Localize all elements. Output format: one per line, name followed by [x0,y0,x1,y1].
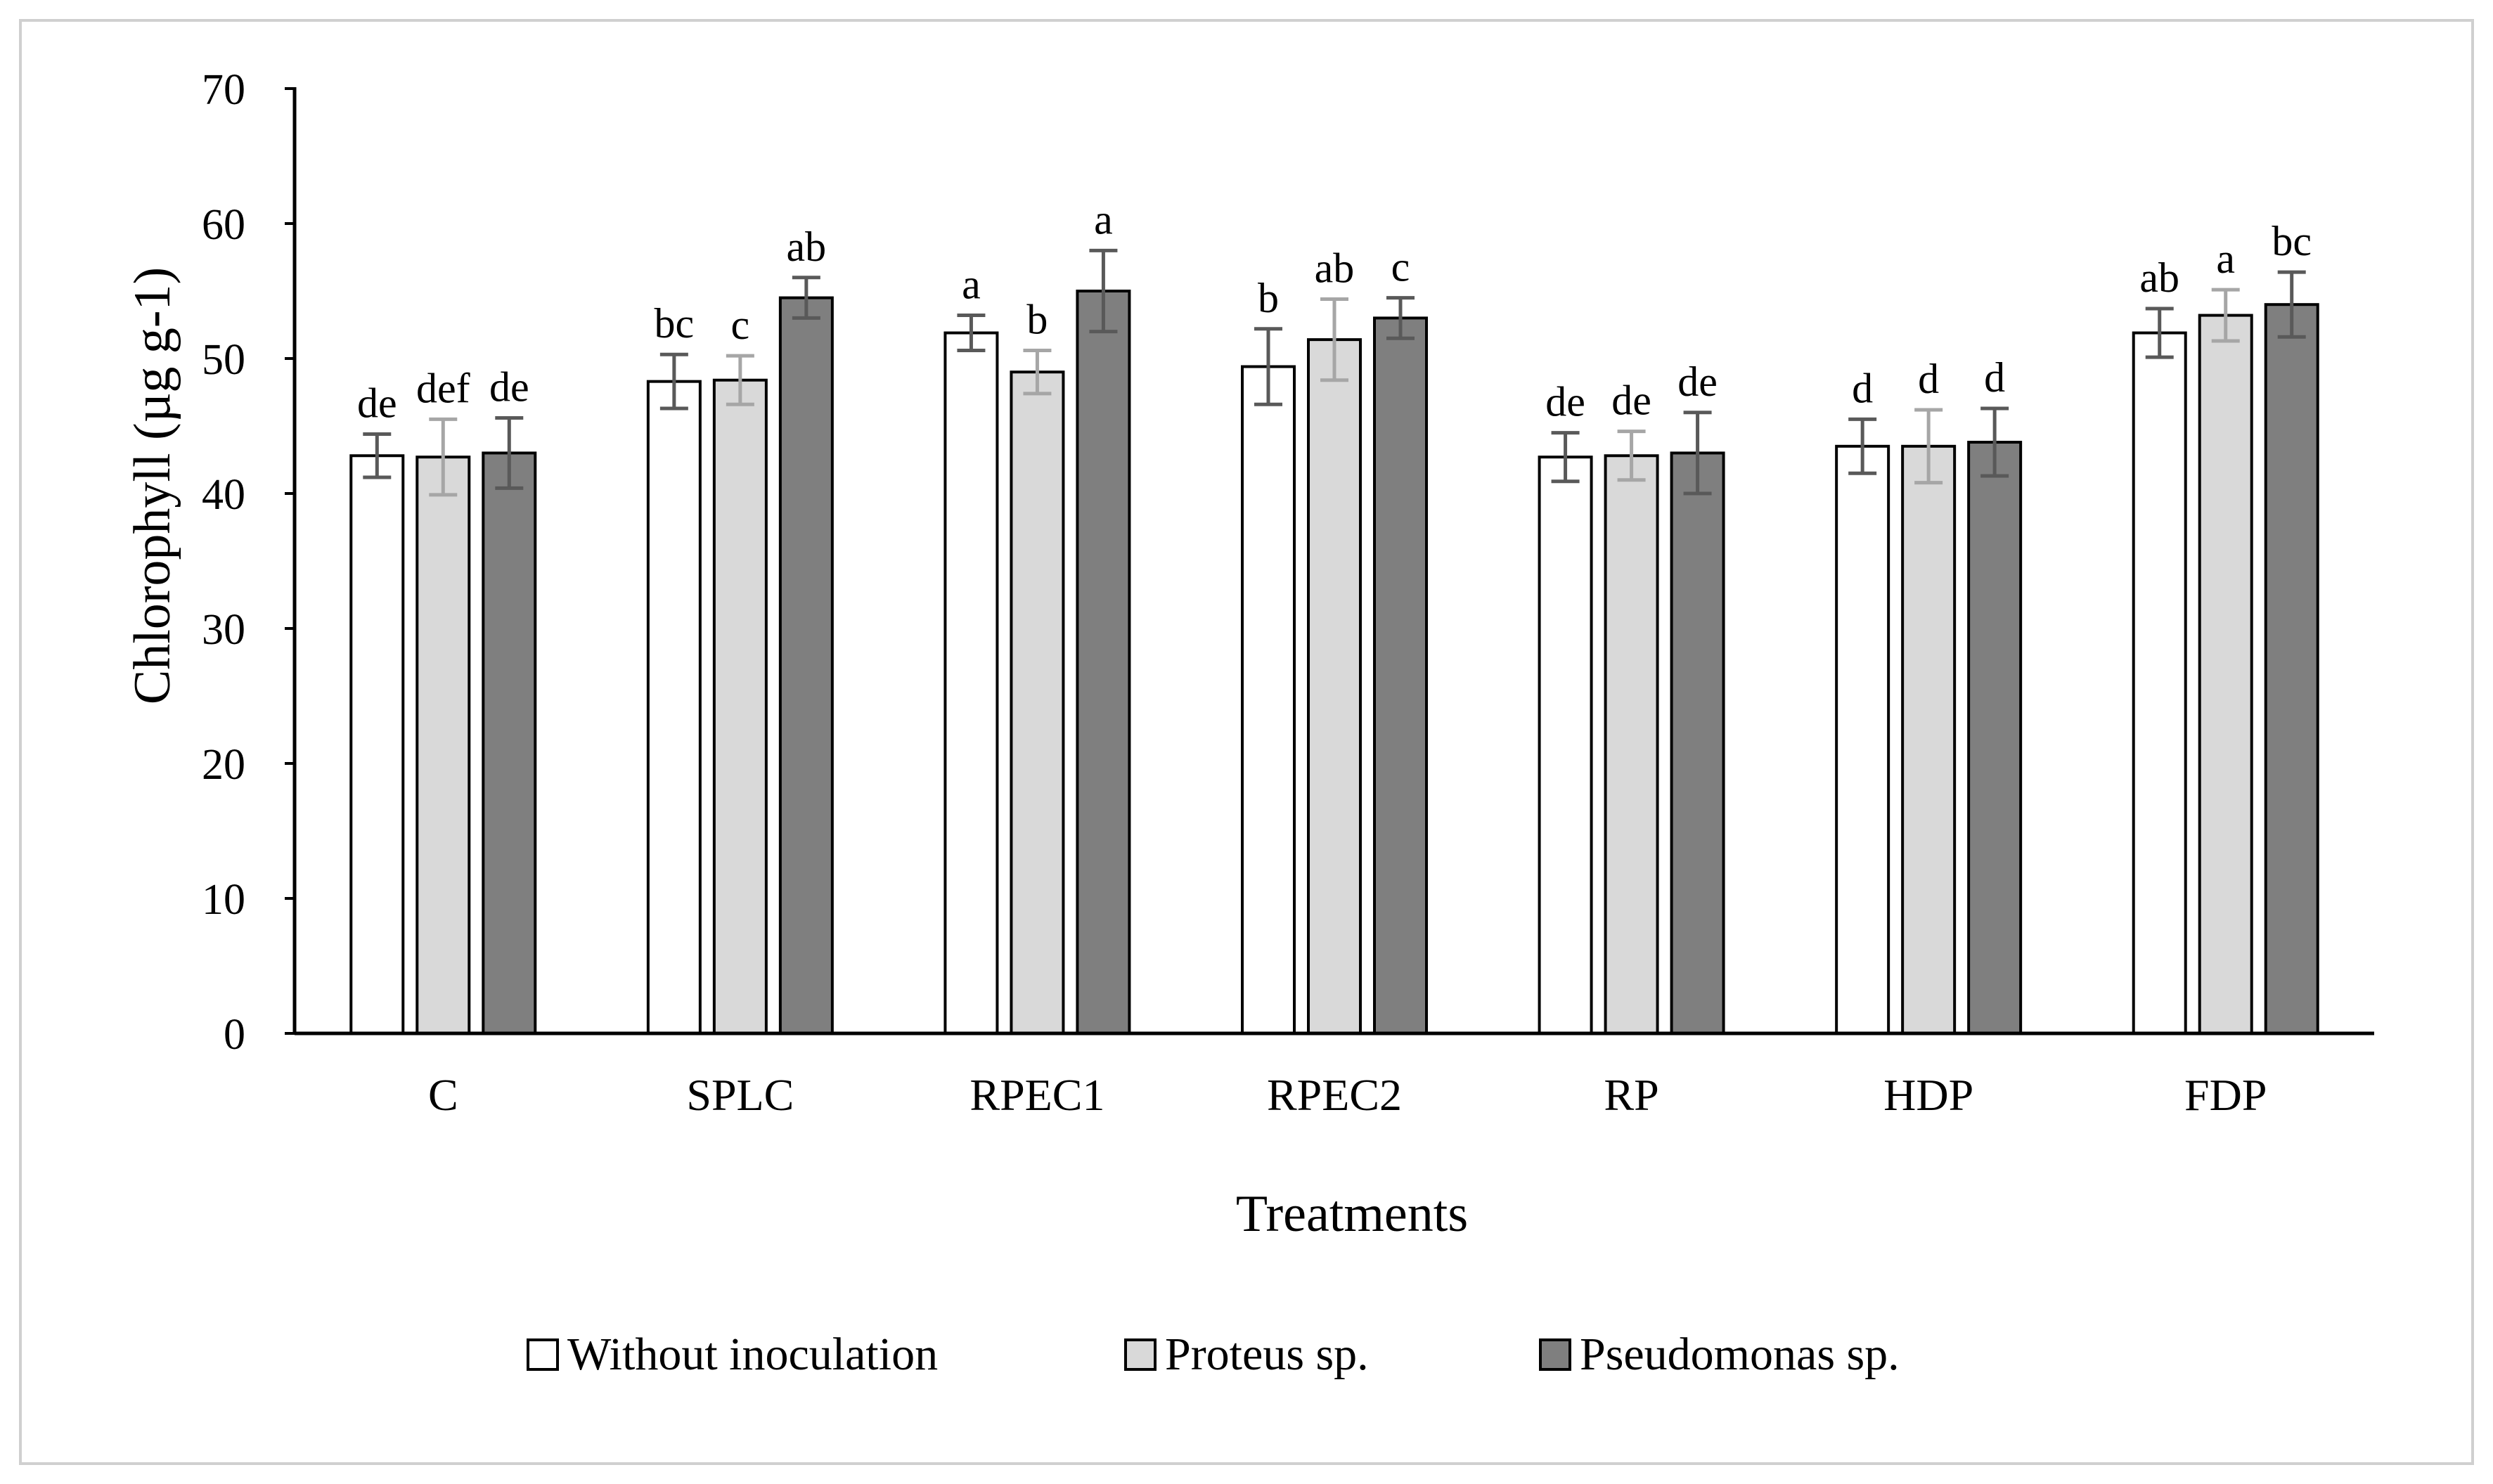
y-tick-label: 10 [202,876,245,924]
bar [482,451,537,1035]
y-tick-label: 40 [202,471,245,519]
significance-label: bc [2272,218,2312,264]
significance-label: ab [1315,245,1355,292]
bar [1967,441,2023,1035]
significance-label: a [1094,196,1113,243]
x-tick-label: FDP [2184,1070,2267,1120]
significance-label: a [962,262,981,308]
significance-label: de [1677,359,1718,405]
y-tick-label: 30 [202,606,245,654]
bar [1835,444,1890,1035]
x-tick-label: SPLC [686,1070,794,1120]
significance-label: c [731,302,750,348]
x-tick-label: RPEC1 [970,1070,1104,1120]
significance-label: de [357,380,397,427]
bar [1670,451,1725,1035]
bar [778,296,834,1035]
bar [1076,290,1131,1035]
bar [1010,370,1065,1035]
y-tick-label: 70 [202,66,245,114]
significance-label: d [1984,354,2005,401]
x-tick-label: RPEC2 [1267,1070,1402,1120]
bar [2198,314,2253,1035]
bar [712,378,768,1035]
bar [943,331,999,1035]
significance-label: de [1611,378,1651,424]
bar [646,380,702,1035]
y-tick-label: 20 [202,741,245,789]
x-tick-label: HDP [1883,1070,1973,1120]
x-tick-label: C [428,1070,458,1120]
legend-swatch [1539,1338,1571,1371]
significance-label: c [1391,244,1410,290]
significance-label: d [1852,365,1873,411]
y-tick-label: 60 [202,201,245,249]
legend-swatch [527,1338,559,1371]
y-axis-title: Chlorophyll (µg g-1) [124,267,181,704]
significance-label: b [1258,275,1279,321]
significance-label: bc [655,300,695,347]
bar [349,454,405,1035]
legend-label: Without inoculation [567,1329,938,1380]
legend: Without inoculation Proteus sp. Pseudomona… [527,1329,1900,1380]
bar [1307,338,1362,1035]
legend-label: Pseudomonas sp. [1580,1329,1900,1380]
bar [1538,456,1593,1035]
bar [416,456,471,1035]
bar [1373,316,1428,1035]
legend-swatch [1124,1338,1157,1371]
y-tick-label: 50 [202,336,245,384]
significance-label: def [416,365,470,411]
y-tick-label: 0 [224,1011,245,1059]
bar [1241,365,1296,1035]
x-axis-title: Treatments [1236,1185,1468,1243]
legend-label: Proteus sp. [1165,1329,1369,1380]
significance-label: de [489,363,529,410]
significance-label: b [1026,296,1048,342]
significance-label: de [1545,379,1585,425]
bar [1604,454,1659,1035]
x-tick-label: RP [1604,1070,1658,1120]
significance-label: a [2216,235,2235,282]
bar [1901,444,1957,1035]
significance-label: d [1918,356,1939,402]
significance-label: ab [787,224,827,270]
bar [2132,331,2187,1035]
bar [2264,303,2319,1035]
significance-label: ab [2139,254,2179,301]
